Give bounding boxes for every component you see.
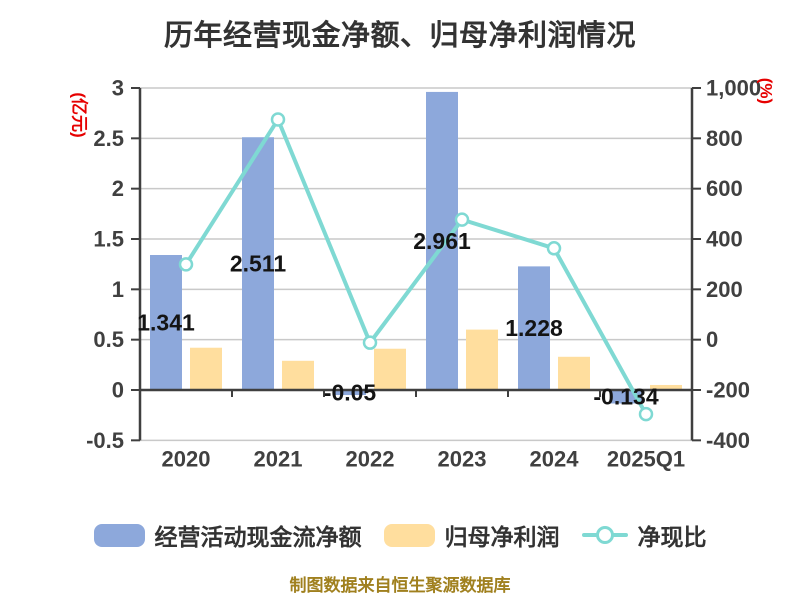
left-axis-tick-label: 1: [112, 277, 124, 302]
bar-profit: [190, 347, 222, 390]
left-axis-tick-label: 0: [112, 378, 124, 403]
left-axis-tick-label: 2.5: [93, 126, 124, 151]
x-axis-tick-label: 2025Q1: [607, 447, 685, 472]
right-axis-tick-label: -400: [706, 428, 750, 453]
right-axis-tick-label: 200: [706, 277, 743, 302]
ratio-marker: [454, 212, 470, 227]
legend-label-ratio: 净现比: [637, 524, 707, 550]
right-axis-tick-label: 800: [706, 126, 743, 151]
right-axis-tick-label: 0: [706, 327, 718, 352]
cashflow-swatch-icon: [93, 523, 145, 547]
data-source-note: 制图数据来自恒生聚源数据库: [289, 576, 511, 595]
ratio-marker: [546, 241, 562, 256]
ratio-marker: [638, 406, 654, 422]
data-label: 2.511: [230, 251, 286, 277]
x-axis-tick-label: 2024: [530, 447, 580, 472]
left-axis-tick-label: 1.5: [93, 227, 124, 252]
chart-canvas: 1.341 2.511 -0.05 2.961 1.228 -0.134 3 2.5 2 1.5 1…: [70, 76, 776, 472]
bar-profit: [374, 348, 406, 390]
profit-swatch-icon: [383, 523, 435, 547]
right-axis-unit-label: (%): [757, 78, 776, 104]
ratio-marker: [362, 335, 378, 350]
data-label: -0.134: [593, 384, 658, 410]
right-axis-tick-label: 1,000: [706, 76, 761, 101]
ratio-line-swatch-icon: [581, 524, 628, 547]
left-axis-tick-label: 2: [112, 176, 124, 201]
bar-profit: [558, 356, 590, 390]
legend-label-profit: 归母净利润: [444, 524, 560, 550]
ratio-marker: [270, 112, 286, 127]
right-axis-tick-label: -200: [706, 378, 750, 403]
right-axis-tick-label: 600: [706, 176, 743, 201]
right-axis-tick-label: 400: [706, 227, 743, 252]
bar-cashflow: [334, 390, 366, 396]
legend-item-cashflow[interactable]: 经营活动现金流净额: [93, 518, 362, 552]
bar-profit: [282, 360, 314, 390]
data-label: -0.05: [324, 380, 377, 406]
legend-item-ratio[interactable]: 净现比: [581, 518, 707, 552]
data-label: 1.228: [505, 315, 563, 341]
left-axis-tick-label: -0.5: [86, 428, 124, 453]
bar-profit: [650, 384, 682, 390]
left-axis-tick-label: 3: [112, 76, 124, 101]
bar-cashflow: [150, 255, 182, 390]
bar-cashflow: [242, 137, 274, 390]
ratio-line: [184, 117, 648, 417]
bar-profit: [466, 329, 498, 390]
x-axis-tick-label: 2020: [162, 447, 211, 472]
data-label: 1.341: [137, 310, 195, 336]
chart-title: 历年经营现金净额、归母净利润情况: [163, 20, 636, 52]
left-axis-unit-label: (亿元): [70, 92, 90, 137]
left-axis-tick-label: 0.5: [93, 327, 124, 352]
legend: 经营活动现金流净额 归母净利润 净现比: [0, 518, 800, 552]
bar-cashflow: [518, 266, 550, 390]
bar-cashflow: [426, 91, 458, 390]
x-axis-tick-label: 2021: [254, 447, 303, 472]
ratio-marker: [178, 257, 194, 272]
x-axis-tick-label: 2022: [346, 447, 395, 472]
data-label: 2.961: [413, 228, 471, 254]
legend-item-profit[interactable]: 归母净利润: [383, 518, 560, 552]
x-axis-tick-label: 2023: [438, 447, 487, 472]
legend-label-cashflow: 经营活动现金流净额: [154, 524, 362, 550]
